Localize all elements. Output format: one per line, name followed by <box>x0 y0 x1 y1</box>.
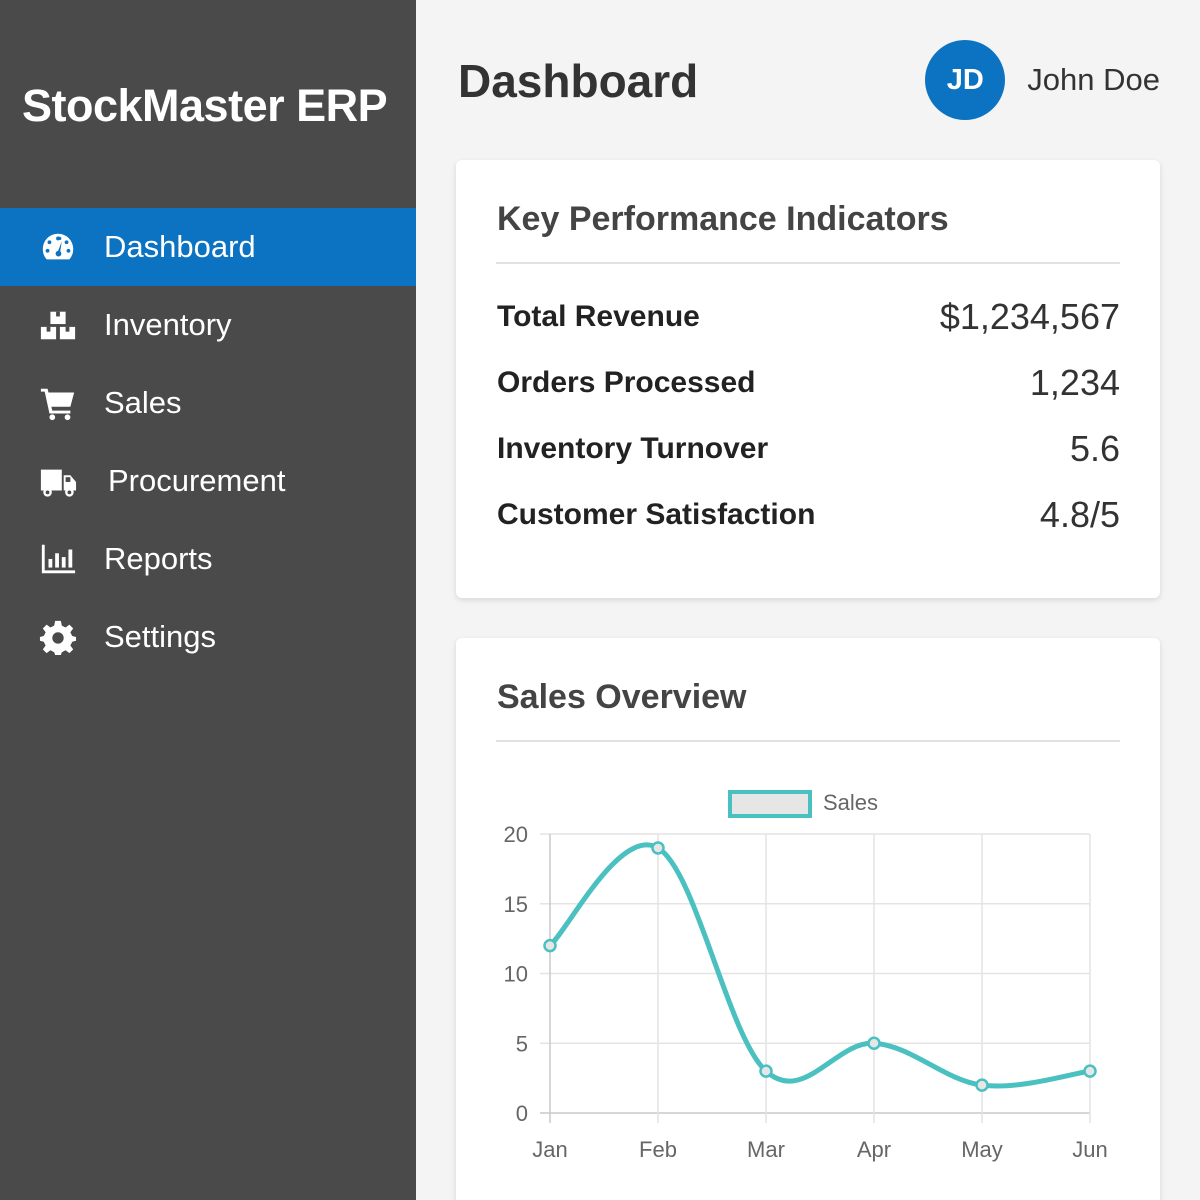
kpi-value: 1,234 <box>1029 362 1120 403</box>
kpi-label: Customer Satisfaction <box>497 498 816 531</box>
data-point <box>975 1078 989 1092</box>
y-tick-label: 0 <box>516 1101 528 1126</box>
sidebar-item-label: Dashboard <box>104 229 256 264</box>
y-tick-label: 5 <box>516 1031 528 1056</box>
data-point <box>543 938 557 953</box>
kpi-row-inventory-turnover: Inventory Turnover 5.6 <box>497 424 1120 474</box>
legend-swatch <box>728 790 812 818</box>
sidebar-item-settings[interactable]: Settings <box>0 598 416 676</box>
y-tick-label: 20 <box>504 822 528 847</box>
sidebar-nav: Dashboard Inventory Sales Procurement Re… <box>0 208 416 676</box>
kpi-row-customer-satisfaction: Customer Satisfaction 4.8/5 <box>497 490 1120 540</box>
bar-chart-icon <box>38 539 78 579</box>
boxes-icon <box>38 305 78 345</box>
data-point <box>867 1036 881 1050</box>
kpi-label: Total Revenue <box>497 300 700 333</box>
sidebar-item-label: Procurement <box>108 463 286 498</box>
sidebar-item-procurement[interactable]: Procurement <box>0 442 416 520</box>
app-brand: StockMaster ERP <box>22 80 388 131</box>
truck-icon <box>38 461 78 501</box>
kpi-card: Key Performance Indicators Total Revenue… <box>456 160 1160 598</box>
sales-card: Sales Overview 0 5 10 15 20 Jan Feb Mar Apr May Ju… <box>456 638 1160 1200</box>
kpi-row-orders-processed: Orders Processed 1,234 <box>497 358 1120 408</box>
kpi-label: Orders Processed <box>497 366 756 399</box>
sidebar-item-label: Settings <box>104 619 217 654</box>
data-point <box>759 1064 773 1078</box>
main-content: Dashboard JD John Doe Key Performance In… <box>416 0 1200 1200</box>
kpi-value: 5.6 <box>1069 428 1120 469</box>
user-name[interactable]: John Doe <box>1027 62 1160 97</box>
user-menu[interactable]: JD John Doe <box>925 40 1160 120</box>
sidebar-item-reports[interactable]: Reports <box>0 520 416 598</box>
avatar[interactable]: JD <box>925 40 1006 120</box>
sidebar-item-label: Sales <box>104 385 182 420</box>
sales-line-chart: 0 5 10 15 20 Jan Feb Mar Apr May Jun Sales <box>504 790 1108 1162</box>
divider <box>496 262 1120 264</box>
data-point <box>651 841 665 855</box>
x-tick-label: May <box>961 1137 1003 1162</box>
kpi-row-total-revenue: Total Revenue $1,234,567 <box>497 292 1120 342</box>
cart-icon <box>38 383 78 423</box>
data-point <box>1083 1064 1097 1078</box>
x-tick-label: Jan <box>532 1137 567 1162</box>
legend-label: Sales <box>823 790 878 815</box>
x-tick-label: Jun <box>1072 1137 1107 1162</box>
divider <box>496 740 1120 742</box>
kpi-value: $1,234,567 <box>939 296 1120 337</box>
series-line-sales <box>548 842 1091 1089</box>
x-tick-label: Feb <box>639 1137 677 1162</box>
y-tick-label: 10 <box>504 962 528 987</box>
sidebar: StockMaster ERP Dashboard Inventory Sale… <box>0 0 416 1200</box>
gauge-icon <box>38 227 78 267</box>
x-tick-label: Mar <box>747 1137 785 1162</box>
x-tick-label: Apr <box>857 1137 891 1162</box>
sidebar-item-label: Reports <box>104 541 213 576</box>
sidebar-item-inventory[interactable]: Inventory <box>0 286 416 364</box>
y-tick-label: 15 <box>504 892 528 917</box>
sidebar-item-dashboard[interactable]: Dashboard <box>0 208 416 286</box>
gear-icon <box>38 617 78 657</box>
sidebar-item-sales[interactable]: Sales <box>0 364 416 442</box>
kpi-label: Inventory Turnover <box>497 432 769 465</box>
kpi-value: 4.8/5 <box>1039 494 1120 535</box>
kpi-card-title: Key Performance Indicators <box>497 200 949 238</box>
sidebar-item-label: Inventory <box>104 307 232 342</box>
sales-card-title: Sales Overview <box>497 678 747 716</box>
page-title: Dashboard <box>458 55 699 107</box>
